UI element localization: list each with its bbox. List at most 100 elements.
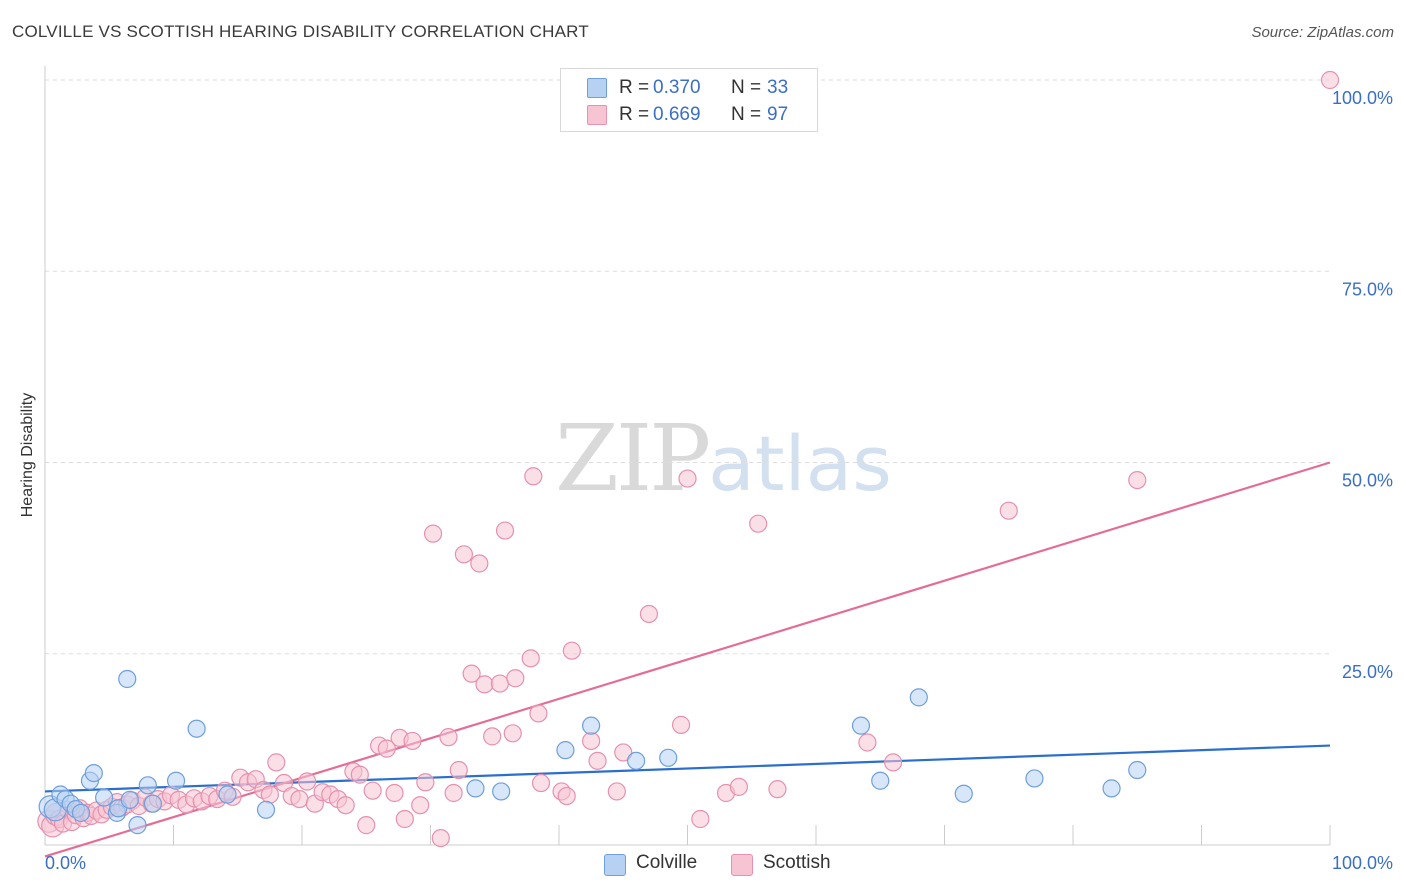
scottish-point	[454, 545, 474, 564]
scottish-point	[377, 739, 396, 758]
colville-point	[626, 751, 646, 770]
scottish-point	[506, 669, 525, 688]
x-tick-label: 0.0%	[45, 853, 86, 873]
scottish-point	[267, 753, 286, 772]
scottish-point	[531, 773, 551, 793]
scottish-point	[503, 724, 522, 743]
scottish-point	[260, 785, 279, 804]
scottish-point	[385, 783, 404, 803]
colville-point	[143, 794, 163, 813]
colville-point	[1128, 760, 1147, 780]
scottish-point	[562, 641, 581, 660]
scottish-point	[449, 760, 468, 780]
stats-legend: R = 0.370 N = 33 R = 0.669 N = 97	[560, 68, 818, 132]
source-label: Source: ZipAtlas.com	[1251, 24, 1394, 41]
scottish-point	[439, 728, 458, 747]
scottish-point	[350, 765, 369, 784]
n-value: 97	[767, 104, 789, 125]
scottish-point	[475, 675, 494, 694]
scottish-point	[395, 809, 414, 829]
watermark-atlas: atlas	[708, 419, 892, 508]
r-value: 0.370	[653, 77, 701, 98]
scottish-point	[403, 731, 422, 751]
scottish-point	[483, 727, 502, 746]
scottish-point	[411, 796, 430, 815]
scottish-point	[495, 521, 515, 540]
scottish-point	[363, 781, 382, 800]
scottish-point	[883, 753, 903, 772]
colville-point	[492, 782, 511, 801]
colville-point	[84, 763, 103, 783]
colville-point	[1025, 769, 1044, 788]
legend-label: Colville	[636, 852, 698, 873]
scottish-point	[607, 782, 626, 801]
colville-point	[218, 785, 237, 804]
colville-point	[909, 688, 928, 707]
scottish-point	[1128, 470, 1147, 490]
scottish-point	[557, 786, 576, 806]
legend-label: Scottish	[763, 852, 831, 873]
scottish-point	[357, 816, 376, 835]
grid-lines	[45, 79, 1330, 655]
scottish-point	[614, 743, 633, 762]
n-label: N =	[731, 104, 762, 125]
scottish-swatch	[587, 105, 607, 125]
scottish-point	[639, 604, 659, 624]
watermark-zip: ZIP	[555, 405, 711, 512]
x-tick-label: 100.0%	[1332, 853, 1393, 873]
scottish-point	[858, 733, 877, 752]
scottish-point	[999, 501, 1018, 520]
colville-point	[556, 741, 575, 760]
data-points	[37, 70, 1340, 848]
colville-point	[256, 800, 276, 819]
scottish-point	[444, 783, 463, 803]
r-value: 0.669	[653, 104, 701, 125]
scottish-point	[416, 773, 435, 792]
scottish-point	[336, 796, 355, 815]
scottish-point	[678, 469, 697, 488]
scottish-point	[431, 829, 450, 848]
scottish-point	[1320, 70, 1340, 90]
scottish-point	[524, 467, 543, 486]
scottish-point	[671, 715, 691, 734]
scottish-point	[423, 524, 443, 543]
r-label: R =	[619, 77, 650, 98]
colville-point	[466, 779, 485, 798]
scottish-point	[470, 554, 489, 573]
scottish-point	[588, 751, 607, 770]
y-tick-label: 100.0%	[1332, 88, 1393, 108]
scottish-point	[691, 809, 710, 829]
n-value: 33	[767, 77, 789, 98]
colville-point	[187, 719, 206, 738]
colville-point	[659, 748, 678, 767]
colville-point	[138, 776, 157, 795]
scottish-point	[521, 649, 540, 668]
colville-point	[582, 716, 601, 735]
scottish-swatch	[731, 854, 753, 876]
colville-point	[166, 771, 186, 790]
scottish-point	[290, 789, 309, 809]
colville-point	[95, 788, 114, 807]
colville-point	[120, 790, 139, 809]
colville-point	[118, 669, 137, 689]
colville-swatch	[587, 78, 607, 98]
y-tick-label: 75.0%	[1342, 279, 1393, 299]
series-legend: Colville Scottish	[0, 852, 1406, 876]
n-label: N =	[731, 77, 762, 98]
colville-swatch	[604, 854, 626, 876]
scottish-point	[490, 674, 509, 693]
colville-point	[851, 716, 871, 735]
scottish-point	[749, 514, 768, 533]
colville-point	[1102, 779, 1121, 798]
colville-point	[128, 816, 147, 835]
r-label: R =	[619, 104, 650, 125]
y-tick-label: 25.0%	[1342, 662, 1393, 682]
y-tick-label: 50.0%	[1342, 471, 1393, 491]
scottish-point	[729, 777, 749, 796]
scottish-point	[298, 772, 317, 791]
colville-point	[71, 803, 91, 822]
scottish-point	[768, 780, 787, 799]
scottish-point	[462, 664, 481, 683]
scottish-point	[529, 704, 548, 723]
